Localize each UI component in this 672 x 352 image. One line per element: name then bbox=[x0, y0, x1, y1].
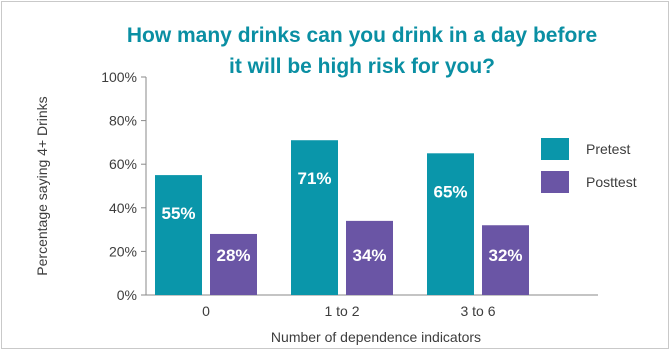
bar-pretest-2 bbox=[427, 153, 474, 295]
x-tick-label: 3 to 6 bbox=[460, 303, 495, 319]
bar-pretest-1 bbox=[291, 140, 338, 295]
bar-data-label: 55% bbox=[161, 204, 195, 223]
y-tick-label: 100% bbox=[101, 69, 137, 85]
y-tick-label: 80% bbox=[109, 113, 137, 129]
y-tick-label: 40% bbox=[109, 200, 137, 216]
bar-data-label: 32% bbox=[488, 246, 522, 265]
legend-swatch-pretest bbox=[541, 138, 569, 160]
x-ticks: 0 1 to 2 3 to 6 bbox=[202, 303, 496, 319]
bar-posttest-1 bbox=[346, 220, 393, 295]
y-tick-label: 20% bbox=[109, 243, 137, 259]
chart-title-line-1: How many drinks can you drink in a day b… bbox=[127, 24, 597, 47]
legend-swatch-posttest bbox=[541, 171, 569, 193]
bar-data-label: 28% bbox=[216, 246, 250, 265]
x-tick-label: 1 to 2 bbox=[324, 303, 359, 319]
chart-title-line-2: it will be high risk for you? bbox=[229, 55, 495, 78]
legend-label-pretest: Pretest bbox=[586, 141, 630, 157]
legend: Pretest Posttest bbox=[541, 138, 637, 193]
x-tick-label: 0 bbox=[202, 303, 210, 319]
x-axis-label: Number of dependence indicators bbox=[271, 329, 481, 345]
y-tick-label: 60% bbox=[109, 156, 137, 172]
y-tick-label: 0% bbox=[117, 287, 137, 303]
bar-data-label: 34% bbox=[352, 246, 386, 265]
bar-data-label: 65% bbox=[433, 182, 467, 201]
bars: 55% 28% 71% 34% 65% 32% bbox=[155, 140, 529, 295]
bar-posttest-0 bbox=[210, 233, 257, 295]
bar-posttest-2 bbox=[482, 225, 529, 295]
legend-label-posttest: Posttest bbox=[586, 174, 637, 190]
bar-pretest-0 bbox=[155, 175, 202, 295]
bar-data-label: 71% bbox=[297, 169, 331, 188]
y-axis-label: Percentage saying 4+ Drinks bbox=[34, 96, 50, 275]
y-ticks: 0% 20% 40% 60% 80% 100% bbox=[101, 69, 146, 303]
